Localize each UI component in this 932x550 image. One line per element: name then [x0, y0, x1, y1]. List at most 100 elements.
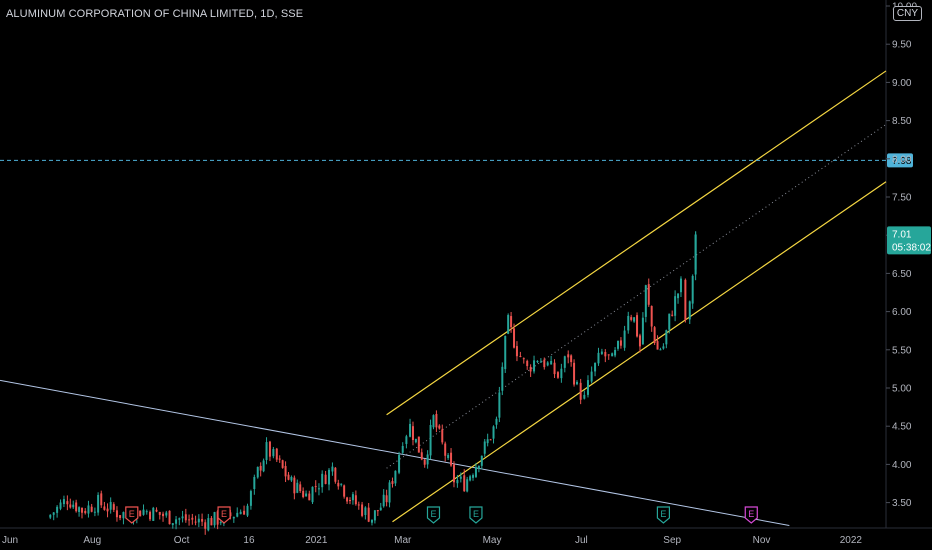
- candle-body: [423, 459, 426, 465]
- candle-body: [56, 506, 59, 513]
- candle-body: [432, 415, 435, 428]
- candle-body: [641, 317, 644, 345]
- candle-body: [617, 340, 620, 349]
- price-tick-label: 4.00: [892, 460, 912, 471]
- currency-badge[interactable]: CNY: [892, 6, 922, 21]
- marker-badge: [469, 506, 483, 524]
- candle-body: [556, 372, 559, 378]
- candle-body: [52, 512, 55, 515]
- candle-body: [232, 516, 235, 519]
- candle-body: [287, 474, 290, 480]
- candle-body: [489, 439, 492, 441]
- candle-body: [575, 381, 578, 385]
- candle: [191, 513, 194, 525]
- candle: [607, 354, 610, 360]
- candle-body: [343, 485, 346, 497]
- candle: [293, 475, 296, 500]
- candle: [379, 502, 382, 511]
- candle-body: [388, 482, 391, 503]
- drawing-layer[interactable]: [0, 70, 887, 527]
- trendline: [0, 379, 790, 527]
- candle: [97, 492, 100, 516]
- candle-body: [570, 355, 573, 363]
- candle-body: [84, 510, 87, 514]
- price-tick-label: 9.50: [892, 40, 912, 51]
- candle-body: [401, 446, 404, 453]
- candle: [197, 514, 200, 528]
- candle-body: [49, 514, 52, 518]
- time-axis[interactable]: Jun Aug Oct 16 2021 Mar May Jul Sep Nov 2022: [2, 535, 862, 546]
- candle: [382, 489, 385, 508]
- earnings-marker[interactable]: E: [125, 506, 139, 524]
- candle-body: [429, 425, 432, 456]
- candle: [504, 335, 507, 373]
- candle-body: [87, 505, 90, 514]
- candle: [550, 355, 553, 365]
- time-tick-label: Oct: [174, 535, 190, 546]
- candle-body: [139, 510, 142, 517]
- candle-body: [354, 495, 357, 505]
- time-tick-label: Jun: [2, 535, 18, 546]
- dividend-marker[interactable]: E: [744, 506, 758, 524]
- candle: [337, 479, 340, 490]
- earnings-marker[interactable]: E: [217, 506, 231, 524]
- candle-body: [142, 509, 145, 515]
- earnings-marker[interactable]: E: [469, 506, 483, 524]
- candle-body: [162, 513, 165, 517]
- candle-body: [560, 368, 563, 379]
- time-tick-label: 2022: [840, 535, 863, 546]
- candle: [112, 502, 115, 513]
- candle: [600, 348, 603, 356]
- level-line-layer[interactable]: 7.98: [0, 153, 913, 168]
- candle: [533, 355, 536, 374]
- candle-body: [411, 426, 414, 440]
- candle-body: [165, 512, 168, 516]
- candle-body: [650, 306, 653, 327]
- candle-body: [550, 360, 553, 365]
- candle-body: [349, 500, 352, 502]
- candle-body: [480, 455, 483, 466]
- last-price-value: 7.01: [892, 229, 912, 240]
- candle-body: [647, 284, 650, 305]
- candle-body: [259, 465, 262, 471]
- candle-body: [334, 467, 337, 482]
- candle: [93, 507, 96, 517]
- candle: [213, 511, 216, 528]
- marker-label: E: [129, 509, 135, 519]
- candle: [302, 487, 305, 499]
- candle: [78, 506, 81, 517]
- time-tick-label: Aug: [83, 535, 101, 546]
- candle: [165, 510, 168, 518]
- candle-body: [236, 512, 239, 517]
- candle-body: [498, 392, 501, 418]
- candle-body: [308, 493, 311, 501]
- earnings-marker[interactable]: E: [656, 506, 671, 524]
- candle: [243, 505, 246, 515]
- candle-body: [659, 349, 662, 351]
- candle: [474, 462, 477, 478]
- candle: [376, 509, 379, 517]
- candle-body: [314, 486, 317, 488]
- candle-body: [364, 507, 367, 516]
- candle-body: [391, 481, 394, 484]
- candle: [253, 474, 256, 495]
- candle-body: [246, 505, 249, 516]
- candle-body: [515, 346, 518, 357]
- chart-grid: [0, 0, 932, 529]
- candle: [409, 418, 412, 438]
- candle-body: [265, 442, 268, 460]
- candle: [553, 359, 556, 379]
- candle-body: [340, 483, 343, 485]
- candle: [149, 510, 152, 522]
- candle: [498, 386, 501, 423]
- earnings-marker[interactable]: E: [426, 506, 441, 524]
- candle-body: [262, 460, 265, 472]
- candle: [429, 419, 432, 460]
- price-axis[interactable]: 10.009.509.008.508.007.507.006.506.005.5…: [886, 2, 931, 510]
- candle: [119, 515, 122, 521]
- candle-body: [219, 522, 222, 524]
- candle: [239, 509, 242, 515]
- candle: [688, 300, 691, 325]
- candle: [334, 467, 337, 484]
